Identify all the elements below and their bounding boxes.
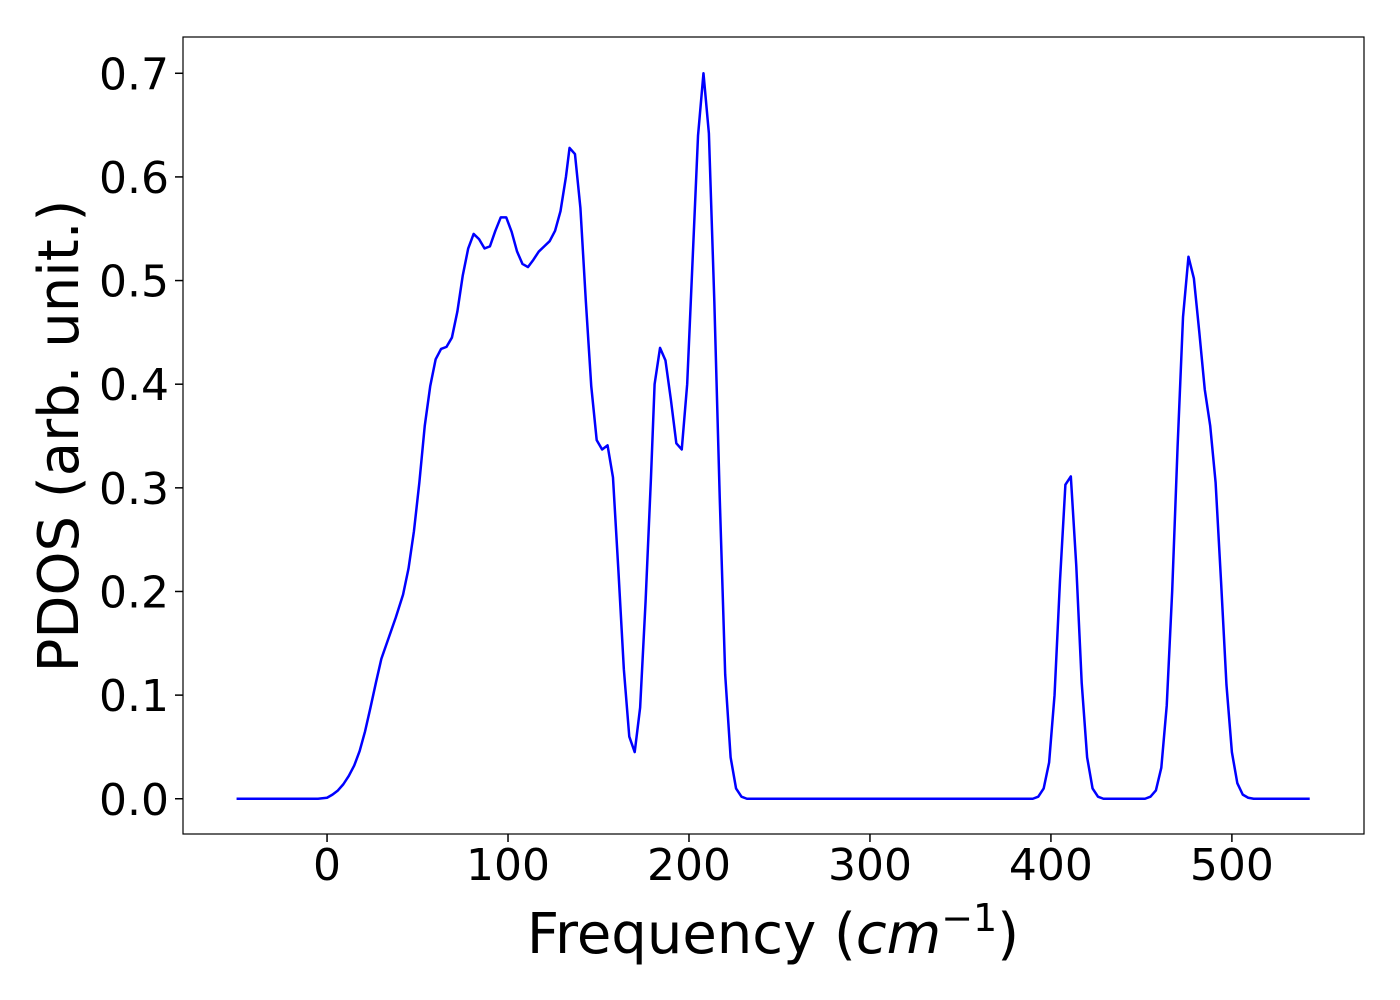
x-axis-label-part: Frequency ( — [527, 902, 856, 967]
x-axis-label-part: ) — [997, 902, 1019, 967]
y-tick-label: 0.6 — [99, 153, 169, 204]
y-tick-label: 0.4 — [99, 360, 169, 411]
y-axis-label: PDOS (arb. unit.) — [27, 200, 92, 673]
y-tick-label: 0.2 — [99, 567, 169, 618]
x-axis-label: Frequency (cm−1) — [527, 896, 1019, 967]
x-tick-label: 500 — [1190, 840, 1274, 891]
x-axis-label-part: −1 — [941, 896, 997, 940]
y-tick-label: 0.5 — [99, 257, 169, 308]
x-tick-label: 300 — [828, 840, 912, 891]
x-tick-label: 100 — [466, 840, 550, 891]
x-tick-label: 200 — [647, 840, 731, 891]
x-tick-label: 0 — [313, 840, 341, 891]
y-tick-label: 0.0 — [99, 775, 169, 826]
y-tick-label: 0.3 — [99, 464, 169, 515]
plot-frame — [182, 36, 1365, 835]
y-tick-label: 0.1 — [99, 671, 169, 722]
y-tick-label: 0.7 — [99, 49, 169, 100]
x-axis-label-part: cm — [856, 902, 941, 967]
x-tick-label: 400 — [1009, 840, 1093, 891]
data-line — [236, 72, 1310, 801]
